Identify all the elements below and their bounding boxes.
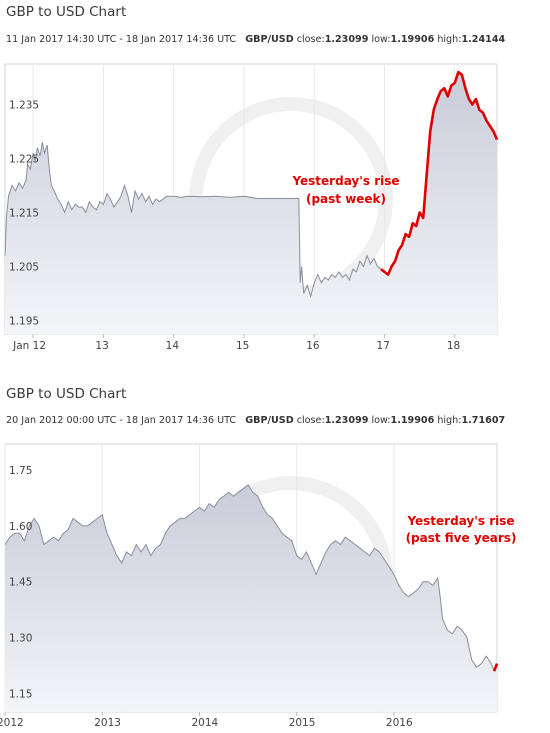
- y-tick-label: 1.15: [9, 688, 32, 700]
- y-tick-label: 1.60: [9, 521, 32, 533]
- high-label: high:: [437, 415, 462, 426]
- close-value: 1.23099: [324, 415, 369, 426]
- x-tick-label: Jan 12: [12, 340, 46, 352]
- x-tick-label: 15: [236, 340, 249, 352]
- date-range: 20 Jan 2012 00:00 UTC - 18 Jan 2017 14:3…: [6, 415, 237, 426]
- series-area: [5, 72, 497, 334]
- x-tick-label: 17: [377, 340, 390, 352]
- x-tick-label: 13: [95, 340, 108, 352]
- close-value: 1.23099: [324, 34, 369, 45]
- y-tick-label: 1.75: [9, 465, 32, 477]
- low-label: low:: [371, 34, 391, 45]
- x-tick-label: 18: [447, 340, 460, 352]
- series-line: [4, 142, 382, 298]
- series-area: [5, 484, 497, 712]
- annotation-text: Yesterday's rise: [291, 174, 399, 188]
- low-value: 1.19906: [390, 34, 435, 45]
- x-tick-label: 2013: [94, 717, 121, 729]
- chart-title: GBP to USD Chart: [6, 4, 127, 20]
- y-tick-label: 1.30: [9, 633, 32, 645]
- y-tick-label: 1.225: [9, 154, 39, 166]
- y-tick-label: 1.235: [9, 100, 39, 112]
- price-chart-week: 1.235 1.225 1.215 1.205 1.195 Jan 12 13 14 15 16 1…: [4, 63, 499, 352]
- highlight-line: [492, 663, 499, 672]
- highlight-line: [380, 70, 499, 276]
- y-tick-label: 1.205: [9, 262, 39, 274]
- x-tick-label: 2016: [386, 717, 413, 729]
- annotation-text: (past week): [306, 192, 386, 206]
- pair-label: GBP/USD: [245, 34, 294, 45]
- high-value: 1.71607: [461, 415, 506, 426]
- x-tick-label: 2012: [0, 717, 24, 729]
- close-label: close:: [296, 34, 325, 45]
- chart-summary: 11 Jan 2017 14:30 UTC - 18 Jan 2017 14:3…: [6, 34, 505, 45]
- close-label: close:: [296, 415, 325, 426]
- y-tick-label: 1.215: [9, 208, 39, 220]
- annotation-text: (past five years): [406, 531, 517, 545]
- high-label: high:: [437, 34, 462, 45]
- chart-panel-five-years: GBP to USD Chart 20 Jan 2012 00:00 UTC -…: [0, 380, 550, 733]
- low-label: low:: [371, 415, 391, 426]
- high-value: 1.24144: [461, 34, 506, 45]
- y-tick-label: 1.45: [9, 577, 32, 589]
- x-tick-label: 2014: [191, 717, 218, 729]
- low-value: 1.19906: [390, 415, 435, 426]
- chart-summary: 20 Jan 2012 00:00 UTC - 18 Jan 2017 14:3…: [6, 415, 505, 426]
- annotation-text: Yesterday's rise: [406, 514, 514, 528]
- x-tick-label: 14: [166, 340, 180, 352]
- price-chart-five-years: 1.75 1.60 1.45 1.30 1.15 2012 2013 2014 2015 2016…: [0, 443, 517, 729]
- series-line: [4, 484, 495, 672]
- y-tick-label: 1.195: [9, 316, 39, 328]
- date-range: 11 Jan 2017 14:30 UTC - 18 Jan 2017 14:3…: [6, 34, 237, 45]
- pair-label: GBP/USD: [245, 415, 294, 426]
- x-tick-label: 2015: [289, 717, 316, 729]
- x-tick-label: 16: [306, 340, 320, 352]
- chart-panel-week: GBP to USD Chart 11 Jan 2017 14:30 UTC -…: [0, 0, 550, 355]
- chart-title: GBP to USD Chart: [6, 386, 127, 402]
